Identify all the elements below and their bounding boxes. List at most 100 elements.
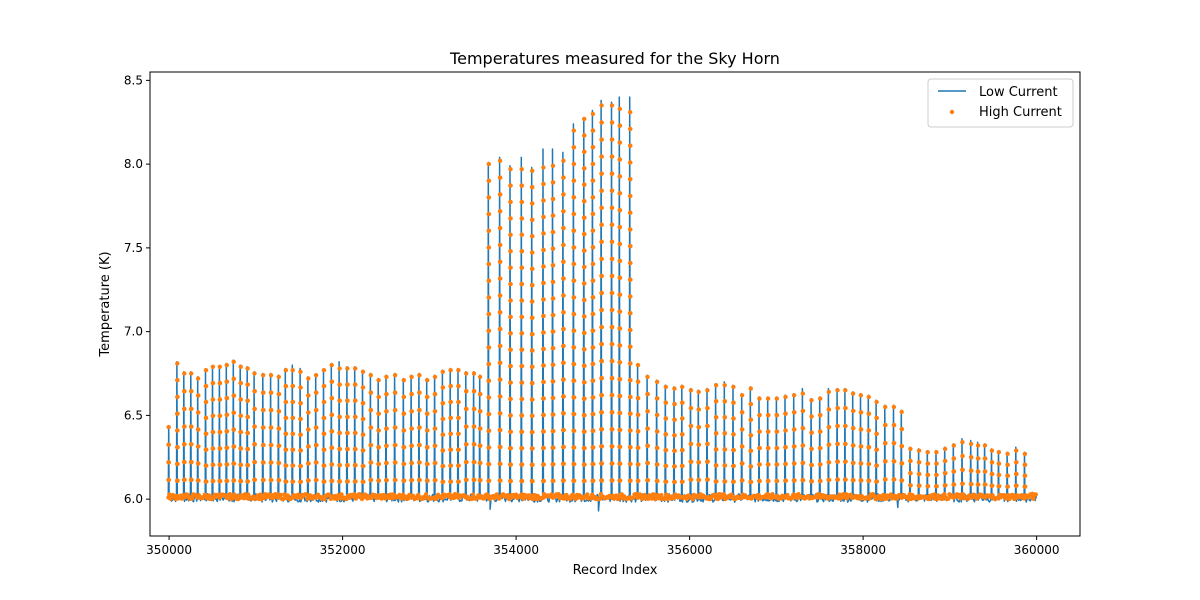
high-current-point (393, 425, 398, 430)
high-current-point (204, 447, 209, 452)
high-current-point (204, 479, 209, 484)
high-current-point (766, 412, 771, 418)
high-current-point (617, 326, 623, 331)
high-current-point (231, 427, 237, 432)
high-current-point (561, 209, 566, 214)
high-current-point (655, 462, 660, 467)
high-current-point (610, 427, 615, 432)
high-current-point (943, 483, 948, 488)
high-current-point (571, 295, 577, 300)
high-current-point (175, 411, 180, 416)
high-current-point (645, 409, 650, 414)
y-tick-label: 8.5 (124, 73, 143, 87)
high-current-point (384, 391, 389, 397)
high-current-point (655, 445, 660, 451)
high-current-point (189, 477, 194, 482)
high-current-point (774, 445, 780, 451)
high-current-point (498, 461, 503, 466)
high-current-point (636, 462, 641, 467)
high-current-point (705, 477, 710, 482)
high-current-point (189, 424, 194, 429)
high-current-point (368, 442, 374, 448)
high-current-point (182, 442, 187, 447)
high-current-point (883, 459, 888, 464)
high-current-point (182, 459, 187, 465)
high-current-point (417, 442, 422, 448)
high-current-point (353, 446, 358, 452)
high-current-point (714, 479, 719, 484)
high-current-point (345, 382, 350, 387)
high-current-point (591, 395, 596, 400)
high-current-point (874, 431, 879, 436)
high-current-point (827, 477, 832, 483)
high-current-point (306, 461, 311, 466)
high-current-point (337, 366, 342, 371)
high-current-point (498, 377, 503, 382)
high-current-point (866, 461, 872, 467)
high-current-point (571, 411, 577, 417)
high-current-point (740, 461, 745, 466)
high-current-point (252, 371, 257, 376)
high-current-point (582, 413, 587, 418)
high-current-point (609, 120, 615, 125)
high-current-point (269, 460, 274, 465)
high-current-point (628, 361, 633, 366)
high-current-point (217, 446, 223, 451)
high-current-point (617, 157, 623, 162)
high-current-point (508, 446, 513, 451)
high-current-point (561, 377, 566, 382)
high-current-point (628, 110, 633, 115)
high-current-point (508, 413, 513, 418)
high-current-point (843, 477, 848, 482)
high-current-point (360, 401, 366, 406)
high-current-point (519, 265, 525, 270)
high-current-point (182, 371, 187, 376)
high-current-point (478, 409, 483, 414)
high-current-point (322, 463, 327, 468)
high-current-point (818, 478, 823, 484)
high-current-point (498, 394, 503, 399)
high-current-point (696, 389, 701, 395)
high-current-point (551, 412, 556, 417)
high-current-point (835, 405, 840, 411)
high-current-point (757, 429, 762, 434)
high-current-point (714, 463, 719, 468)
high-current-point (571, 311, 577, 317)
high-current-point (486, 478, 492, 483)
high-current-point (628, 344, 633, 349)
high-current-point (175, 445, 180, 450)
high-current-point (843, 405, 848, 411)
high-current-point (590, 178, 596, 183)
high-current-point (696, 477, 702, 483)
high-current-point (774, 462, 780, 467)
high-current-point (628, 277, 633, 282)
high-current-point (217, 429, 223, 435)
high-current-point (478, 443, 483, 448)
high-current-point (610, 358, 615, 364)
high-current-point (748, 479, 754, 485)
high-current-point (448, 447, 454, 452)
high-current-point (599, 171, 604, 176)
high-current-point (925, 484, 931, 489)
high-current-point (541, 264, 546, 269)
high-current-point (440, 463, 446, 469)
high-current-point (321, 383, 327, 389)
high-current-point (968, 441, 974, 447)
high-current-point (590, 228, 596, 233)
high-current-point (175, 428, 180, 433)
high-current-point (486, 378, 492, 383)
high-current-point (498, 209, 503, 214)
high-current-point (609, 205, 615, 210)
high-current-point (231, 461, 237, 466)
high-current-point (874, 447, 879, 452)
high-current-point (951, 456, 957, 461)
high-current-point (551, 346, 556, 351)
high-current-point (551, 428, 556, 434)
high-current-point (175, 478, 180, 483)
high-current-point (376, 461, 382, 467)
high-current-point (680, 384, 685, 390)
high-current-point (306, 427, 311, 432)
high-current-point (486, 295, 492, 300)
high-current-point (859, 444, 864, 449)
high-current-point (196, 461, 201, 466)
